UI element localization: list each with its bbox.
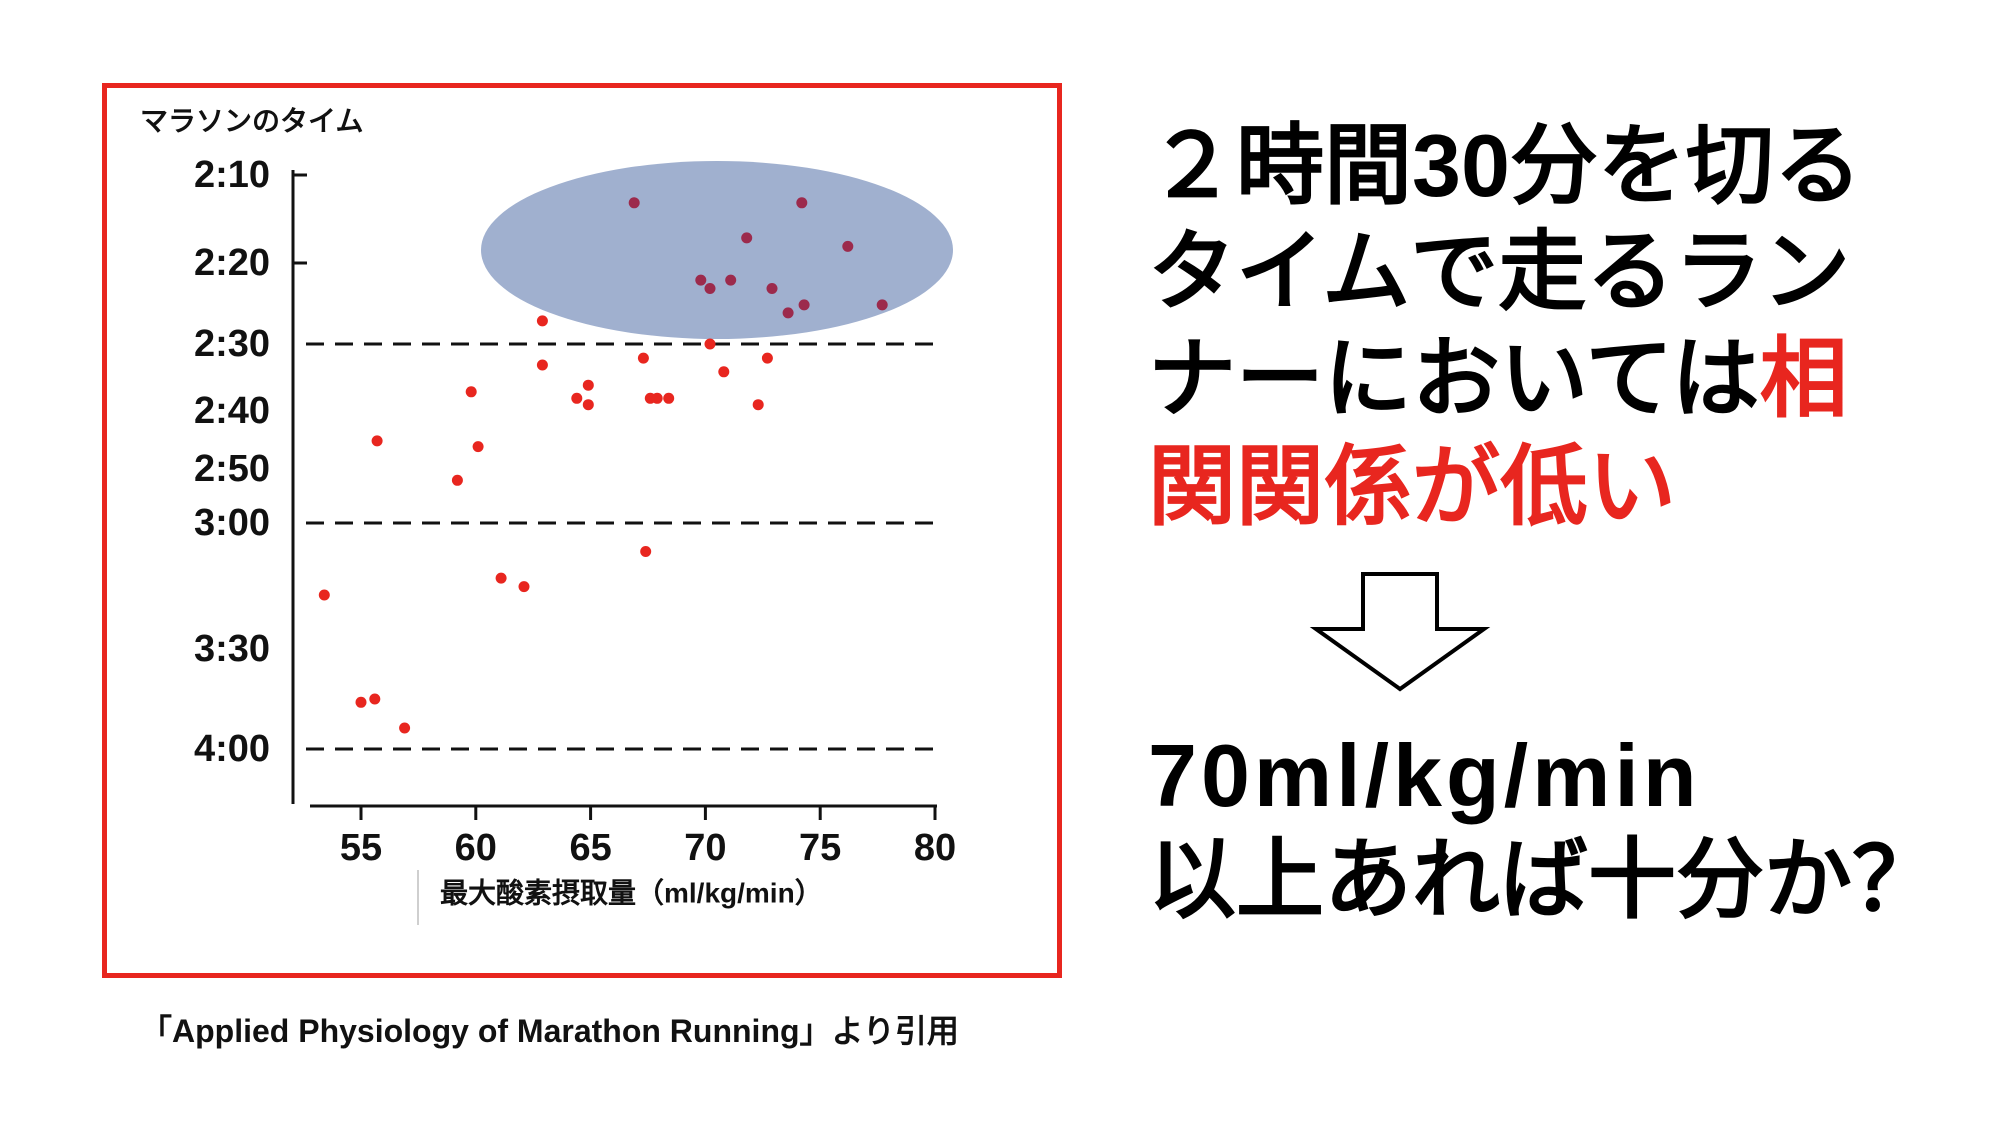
- chart-frame: [102, 83, 1062, 978]
- data-point: [371, 435, 383, 447]
- scatter-chart: 2:10 2:20 2:30 2:40 2:50 3:00 3:30 4:00 55 60 65 7…: [140, 106, 956, 925]
- data-point: [571, 392, 583, 404]
- x-tick-label: 75: [799, 827, 841, 869]
- data-point: [741, 232, 753, 244]
- data-point: [704, 338, 716, 350]
- y-tick-label: 2:30: [194, 323, 270, 365]
- x-axis-label: 最大酸素摂取量（ml/kg/min）: [440, 877, 823, 909]
- data-point: [782, 307, 794, 319]
- data-point: [796, 197, 808, 209]
- data-point: [495, 572, 507, 584]
- data-point: [640, 546, 652, 557]
- data-point: [628, 197, 640, 209]
- reference-lines: [306, 342, 938, 751]
- down-arrow-icon: [1309, 572, 1491, 692]
- data-point: [399, 722, 411, 734]
- data-point: [637, 352, 649, 364]
- data-point: [718, 366, 730, 378]
- data-point: [465, 386, 477, 398]
- data-point: [451, 474, 463, 486]
- y-axis-label: マラソンのタイム: [140, 106, 363, 137]
- x-tick-label: 80: [914, 827, 956, 869]
- message-line-2: タイムで走るラン: [1148, 222, 1851, 321]
- data-point: [651, 392, 663, 404]
- data-point: [318, 589, 330, 601]
- data-point: [582, 379, 594, 391]
- y-tick-label: 2:20: [194, 242, 270, 284]
- data-point: [876, 299, 888, 311]
- x-ticks: 55 60 65 70 75 80: [340, 806, 956, 869]
- data-points: [318, 197, 888, 734]
- highlight-ellipse: [481, 161, 953, 339]
- data-point: [472, 441, 484, 453]
- data-point: [798, 299, 810, 311]
- y-tick-label: 2:10: [194, 154, 270, 196]
- data-point: [766, 283, 778, 294]
- data-point: [695, 274, 707, 286]
- y-ticks: 2:10 2:20 2:30 2:40 2:50 3:00 3:30 4:00: [194, 154, 307, 770]
- data-point: [761, 352, 773, 364]
- data-point: [842, 240, 854, 252]
- x-tick-label: 60: [455, 827, 497, 869]
- message-text: ナーにおいては: [1148, 329, 1760, 428]
- message-line-4: 関関係が低い: [1148, 443, 1676, 531]
- message-line-3: ナーにおいては相: [1148, 335, 1848, 423]
- citation: 「Applied Physiology of Marathon Running」…: [140, 1013, 959, 1049]
- data-point: [536, 315, 548, 327]
- data-point: [663, 392, 675, 404]
- data-point: [536, 359, 548, 371]
- data-point: [518, 581, 530, 593]
- message-line-1: ２時間30分を切る: [1148, 116, 1862, 215]
- conclusion-line-1: 70ml/kg/min: [1148, 726, 1701, 825]
- x-tick-label: 55: [340, 827, 382, 869]
- conclusion-line-2: 以上あれば十分か？: [1148, 830, 1941, 929]
- data-point: [369, 693, 381, 705]
- data-point: [355, 696, 367, 708]
- data-point: [582, 399, 594, 411]
- data-point: [752, 399, 764, 411]
- data-point: [704, 283, 716, 294]
- y-tick-label: 4:00: [194, 728, 270, 770]
- data-point: [725, 274, 737, 286]
- y-tick-label: 3:30: [194, 628, 270, 670]
- y-tick-label: 3:00: [194, 502, 270, 544]
- emphasis-text: 関関係が低い: [1148, 437, 1677, 536]
- y-tick-label: 2:50: [194, 448, 270, 490]
- x-tick-label: 65: [569, 827, 611, 869]
- x-tick-label: 70: [684, 827, 726, 869]
- y-tick-label: 2:40: [194, 390, 270, 432]
- emphasis-text: 相: [1759, 329, 1848, 428]
